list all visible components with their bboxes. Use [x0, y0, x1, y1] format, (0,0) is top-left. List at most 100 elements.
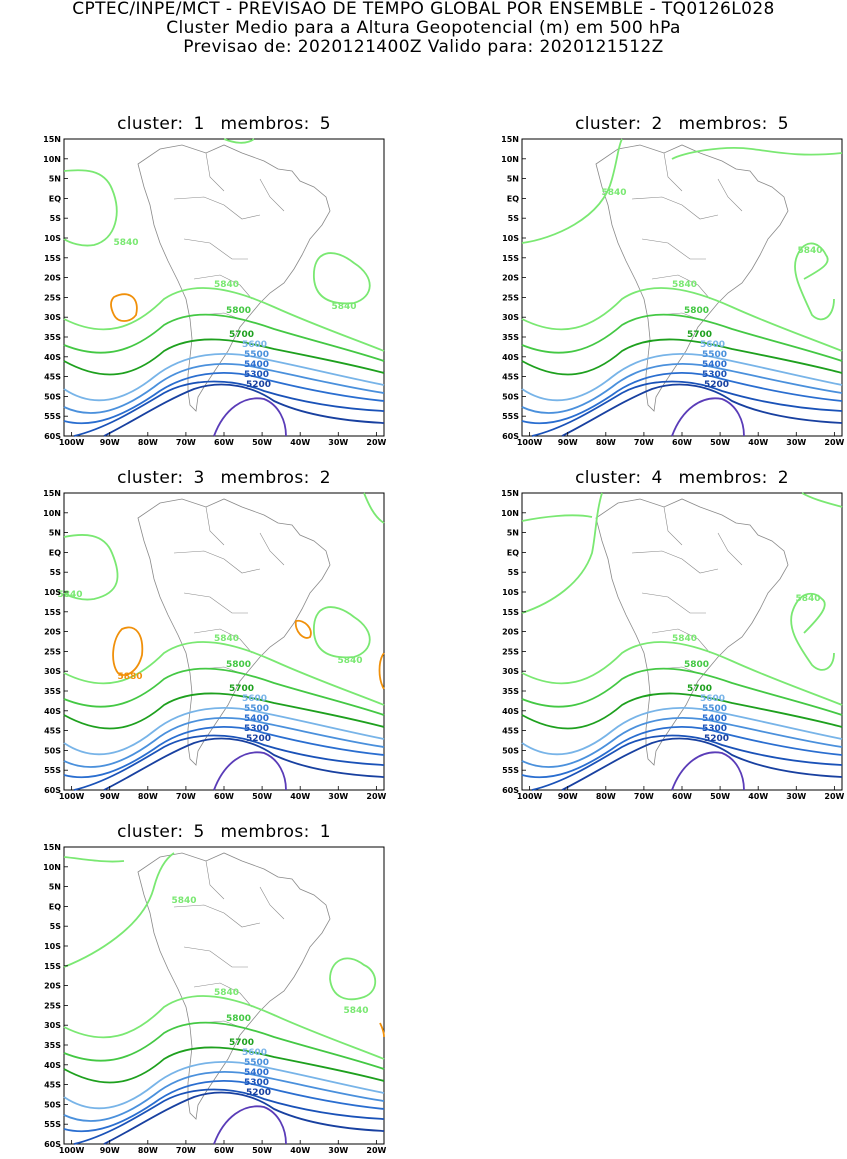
contour-5840	[63, 995, 385, 1060]
lon-tick-label: 60W	[214, 792, 234, 801]
lat-tick-label: 50S	[44, 392, 61, 401]
lat-tick-label: 50S	[502, 746, 519, 755]
lat-tick-label: 35S	[502, 687, 519, 696]
contour-label-5600: 5600	[700, 340, 725, 350]
contour-5840	[63, 287, 385, 352]
lat-tick-label: 25S	[44, 1001, 61, 1010]
lon-tick-label: 40W	[290, 792, 310, 801]
lat-tick-label: 5N	[507, 529, 519, 538]
lat-tick-label: 20S	[502, 274, 519, 283]
contour-5100	[671, 751, 745, 791]
country-border	[183, 592, 248, 614]
country-border	[259, 886, 285, 920]
contour-5840	[521, 492, 603, 614]
contour-label-5700: 5700	[229, 684, 254, 694]
lon-tick-label: 50W	[252, 438, 272, 447]
contour-5500	[521, 363, 843, 414]
contour-label-5500: 5500	[244, 704, 269, 714]
contour-5100	[213, 1105, 287, 1145]
contour-label-5400: 5400	[702, 714, 727, 724]
map-panel-cluster-2: 5840580057005600550054005300520058405840…	[501, 135, 844, 447]
contour-label-5800: 5800	[684, 306, 709, 316]
lat-tick-label: 60S	[44, 432, 61, 441]
contour-label-5400: 5400	[244, 360, 269, 370]
contour-label-5700: 5700	[687, 330, 712, 340]
lat-tick-label: 5S	[50, 214, 62, 223]
country-border	[259, 532, 285, 566]
contour-label-5840: 5840	[601, 188, 626, 198]
cluster-label: cluster:	[575, 114, 642, 134]
lat-tick-label: EQ	[507, 548, 519, 557]
contour-label-5200: 5200	[246, 734, 271, 744]
lat-tick-label: 60S	[502, 432, 519, 441]
lat-tick-label: 45S	[502, 727, 519, 736]
lat-tick-label: 5S	[50, 922, 62, 931]
lat-tick-label: 15N	[501, 489, 519, 498]
lat-tick-label: 15N	[501, 135, 519, 144]
lat-tick-label: 40S	[502, 353, 519, 362]
contour-label-5840: 5840	[797, 246, 822, 256]
contour-label-5700: 5700	[229, 1038, 254, 1048]
contour-5800	[63, 1021, 385, 1070]
contour-5800	[521, 313, 843, 362]
lon-tick-label: 90W	[558, 438, 578, 447]
lat-tick-label: 5N	[49, 175, 61, 184]
panel-title-4: cluster: 4 membros: 2	[522, 468, 842, 488]
country-border	[193, 982, 253, 1008]
country-border	[205, 506, 225, 546]
country-border	[631, 196, 719, 220]
lat-tick-label: 20S	[44, 628, 61, 637]
plot-frame	[63, 492, 385, 791]
contour-5880	[294, 619, 312, 639]
contour-5880	[112, 626, 144, 676]
contour-5400	[63, 726, 385, 779]
lon-tick-label: 20W	[366, 792, 386, 801]
lat-tick-label: 35S	[44, 333, 61, 342]
chart-title-line1: CPTEC/INPE/MCT - PREVISAO DE TEMPO GLOBA…	[72, 0, 775, 19]
panel-title-2: cluster: 2 membros: 5	[522, 114, 842, 134]
map-panel-cluster-5: 5840580057005600550054005300520058405840…	[43, 843, 386, 1155]
panel-title-5: cluster: 5 membros: 1	[64, 822, 384, 842]
contour-5880	[379, 1022, 385, 1038]
cluster-label: cluster:	[117, 822, 184, 842]
lat-tick-label: EQ	[49, 902, 61, 911]
lon-tick-label: 70W	[634, 438, 654, 447]
lat-tick-label: 10S	[44, 942, 61, 951]
contour-5700	[63, 692, 385, 730]
contour-5840	[63, 641, 385, 706]
lat-tick-label: 55S	[44, 412, 61, 421]
contour-label-5840: 5840	[113, 238, 138, 248]
lat-tick-label: 45S	[44, 373, 61, 382]
lat-tick-label: 30S	[44, 313, 61, 322]
lat-tick-label: 60S	[44, 1140, 61, 1149]
contour-label-5500: 5500	[244, 1058, 269, 1068]
lat-tick-label: 15S	[44, 608, 61, 617]
contour-5840	[521, 138, 623, 244]
lat-tick-label: 25S	[502, 647, 519, 656]
lat-tick-label: 30S	[44, 667, 61, 676]
plot-frame	[63, 846, 385, 1145]
contour-5200	[561, 383, 843, 437]
lat-tick-label: 10S	[44, 234, 61, 243]
lat-tick-label: 35S	[44, 1041, 61, 1050]
chart-title-line2: Cluster Medio para a Altura Geopotencial…	[166, 18, 681, 38]
cluster-number: 3	[193, 468, 205, 488]
lon-tick-label: 80W	[596, 792, 616, 801]
contour-5840	[801, 492, 843, 508]
lon-tick-label: 20W	[824, 438, 844, 447]
lon-tick-label: 40W	[748, 438, 768, 447]
country-border	[641, 592, 706, 614]
lon-tick-label: 70W	[176, 438, 196, 447]
lat-tick-label: 45S	[44, 727, 61, 736]
lat-tick-label: 5S	[50, 568, 62, 577]
cluster-number: 4	[651, 468, 663, 488]
lon-tick-label: 50W	[710, 438, 730, 447]
contour-5600	[63, 353, 385, 402]
contour-5100	[671, 397, 745, 437]
lat-tick-label: 10N	[43, 509, 61, 518]
country-border	[641, 238, 706, 260]
lat-tick-label: 10N	[43, 863, 61, 872]
members-label: membros:	[220, 822, 310, 842]
lon-tick-label: 100W	[517, 792, 543, 801]
